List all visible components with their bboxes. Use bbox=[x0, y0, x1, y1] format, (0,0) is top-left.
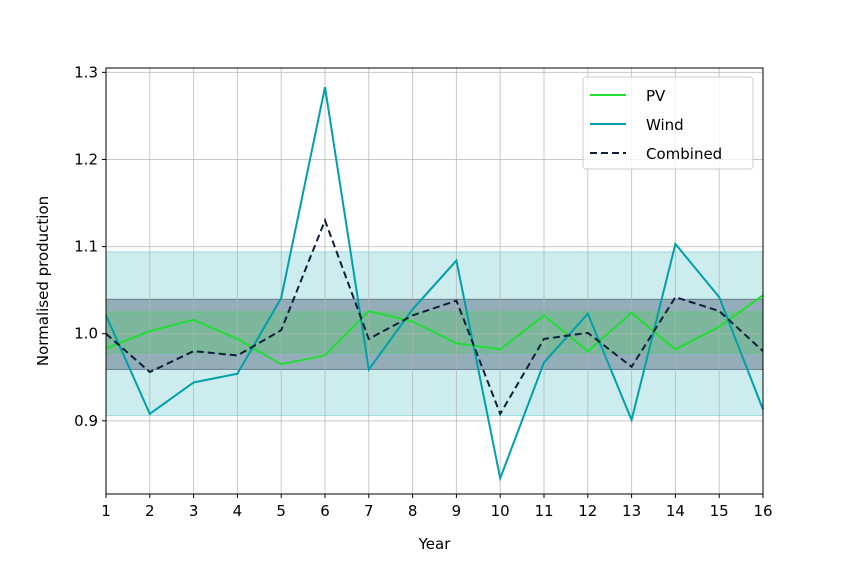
x-tick-label: 5 bbox=[276, 502, 286, 520]
series-line-combined bbox=[105, 217, 764, 417]
legend-label-pv: PV bbox=[646, 87, 666, 105]
legend-label-combined: Combined bbox=[646, 145, 722, 163]
x-tick-label: 3 bbox=[189, 502, 199, 520]
x-tick-label: 16 bbox=[753, 502, 772, 520]
x-tick-label: 9 bbox=[452, 502, 462, 520]
x-tick-label: 10 bbox=[491, 502, 510, 520]
x-tick-label: 6 bbox=[320, 502, 330, 520]
x-tick-label: 1 bbox=[101, 502, 111, 520]
y-tick-label: 1.1 bbox=[74, 238, 98, 256]
x-tick-label: 11 bbox=[534, 502, 553, 520]
y-tick-label: 0.9 bbox=[74, 412, 98, 430]
x-tick-label: 12 bbox=[578, 502, 597, 520]
y-tick-label: 1.3 bbox=[74, 63, 98, 81]
x-tick-label: 13 bbox=[622, 502, 641, 520]
x-axis-label: Year bbox=[418, 535, 452, 553]
x-tick-label: 8 bbox=[408, 502, 418, 520]
legend: PV Wind Combined bbox=[582, 76, 754, 170]
x-tick-label: 7 bbox=[364, 502, 374, 520]
x-tick-label: 14 bbox=[666, 502, 685, 520]
x-tick-label: 4 bbox=[233, 502, 243, 520]
y-tick-label: 1.0 bbox=[74, 325, 98, 343]
x-tick-label: 15 bbox=[710, 502, 729, 520]
legend-box bbox=[582, 76, 754, 170]
axes-frame bbox=[105, 67, 764, 495]
legend-label-wind: Wind bbox=[646, 116, 684, 134]
y-axis-label: Normalised production bbox=[34, 196, 52, 366]
series-line-wind bbox=[105, 86, 764, 482]
x-tick-label: 2 bbox=[145, 502, 155, 520]
y-tick-label: 1.2 bbox=[74, 150, 98, 168]
